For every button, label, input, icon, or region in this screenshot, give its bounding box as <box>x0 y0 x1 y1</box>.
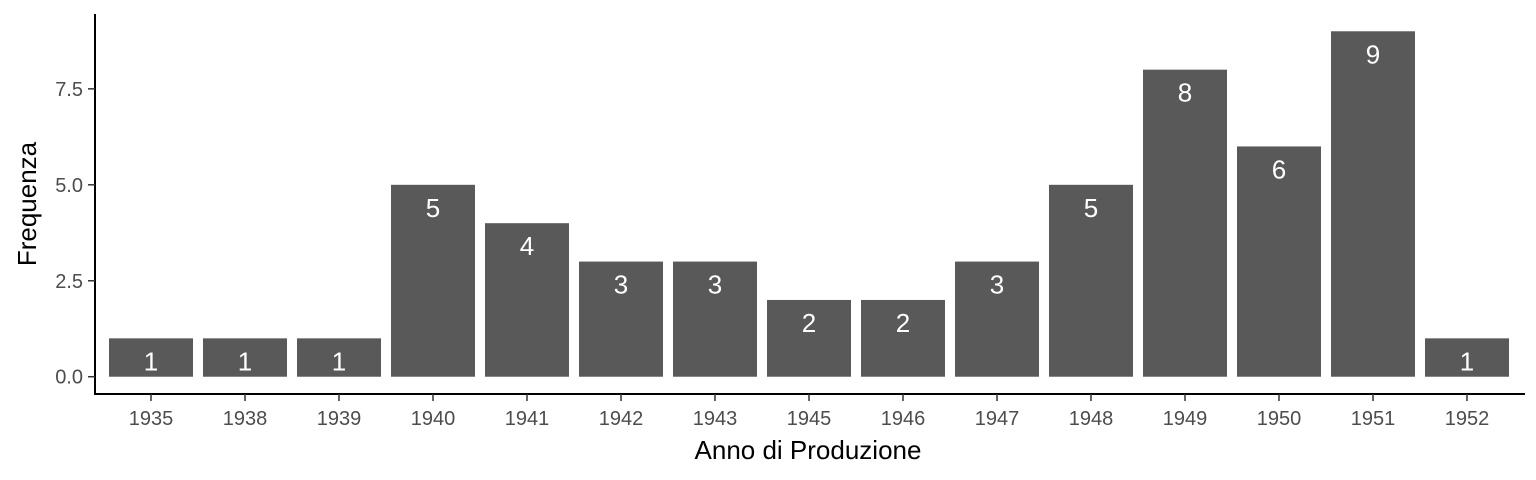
bar-value-label-1949: 8 <box>1178 78 1192 108</box>
x-tick-label-1951: 1951 <box>1351 408 1396 430</box>
x-tick-label-1952: 1952 <box>1445 408 1490 430</box>
y-tick-label-1: 2.5 <box>55 271 83 293</box>
bar-value-label-1952: 1 <box>1460 346 1474 376</box>
bar-value-label-1947: 3 <box>990 270 1004 300</box>
x-tick-label-1941: 1941 <box>505 408 550 430</box>
bar-1948 <box>1049 184 1133 377</box>
bar-value-label-1943: 3 <box>708 270 722 300</box>
bar-value-label-1948: 5 <box>1084 193 1098 223</box>
bar-1947 <box>955 261 1039 377</box>
x-axis-title: Anno di Produzione <box>695 435 922 465</box>
bar-1941 <box>485 223 569 377</box>
x-tick-label-1935: 1935 <box>129 408 174 430</box>
bar-1945 <box>767 299 851 377</box>
bar-1951 <box>1331 31 1415 377</box>
x-tick-label-1942: 1942 <box>599 408 644 430</box>
bar-value-label-1946: 2 <box>896 308 910 338</box>
bar-1938 <box>203 338 287 377</box>
x-tick-label-1940: 1940 <box>411 408 456 430</box>
x-tick-label-1938: 1938 <box>223 408 268 430</box>
x-ticks-group: 1935 1938 1939 1940 1941 1942 1943 1945 1946 1947… <box>129 394 1490 430</box>
bar-1935 <box>109 338 193 377</box>
bar-value-label-1941: 4 <box>520 231 534 261</box>
bar-1952 <box>1425 338 1509 377</box>
bar-labels-group: 1 1 1 5 4 3 3 2 2 3 5 8 6 9 1 <box>144 39 1474 376</box>
bar-value-label-1935: 1 <box>144 346 158 376</box>
bar-1942 <box>579 261 663 377</box>
bar-value-label-1951: 9 <box>1366 39 1380 69</box>
y-ticks-group: 0.0 2.5 5.0 7.5 <box>55 79 95 389</box>
x-tick-label-1946: 1946 <box>881 408 926 430</box>
bar-value-label-1940: 5 <box>426 193 440 223</box>
bar-1946 <box>861 299 945 377</box>
bars-group <box>109 31 1509 377</box>
y-tick-label-3: 7.5 <box>55 79 83 101</box>
y-tick-label-2: 5.0 <box>55 175 83 197</box>
y-axis-title: Frequenza <box>12 141 42 266</box>
bar-1943 <box>673 261 757 377</box>
bar-1949 <box>1143 69 1227 377</box>
bar-value-label-1950: 6 <box>1272 154 1286 184</box>
x-tick-label-1943: 1943 <box>693 408 738 430</box>
y-tick-label-0: 0.0 <box>55 367 83 389</box>
x-tick-label-1947: 1947 <box>975 408 1020 430</box>
bar-value-label-1939: 1 <box>332 346 346 376</box>
bar-1950 <box>1237 146 1321 377</box>
bar-value-label-1945: 2 <box>802 308 816 338</box>
bar-value-label-1938: 1 <box>238 346 252 376</box>
bar-1940 <box>391 184 475 377</box>
bar-1939 <box>297 338 381 377</box>
x-tick-label-1950: 1950 <box>1257 408 1302 430</box>
bar-value-label-1942: 3 <box>614 270 628 300</box>
x-tick-label-1945: 1945 <box>787 408 832 430</box>
x-tick-label-1948: 1948 <box>1069 408 1114 430</box>
x-tick-label-1949: 1949 <box>1163 408 1208 430</box>
x-tick-label-1939: 1939 <box>317 408 362 430</box>
